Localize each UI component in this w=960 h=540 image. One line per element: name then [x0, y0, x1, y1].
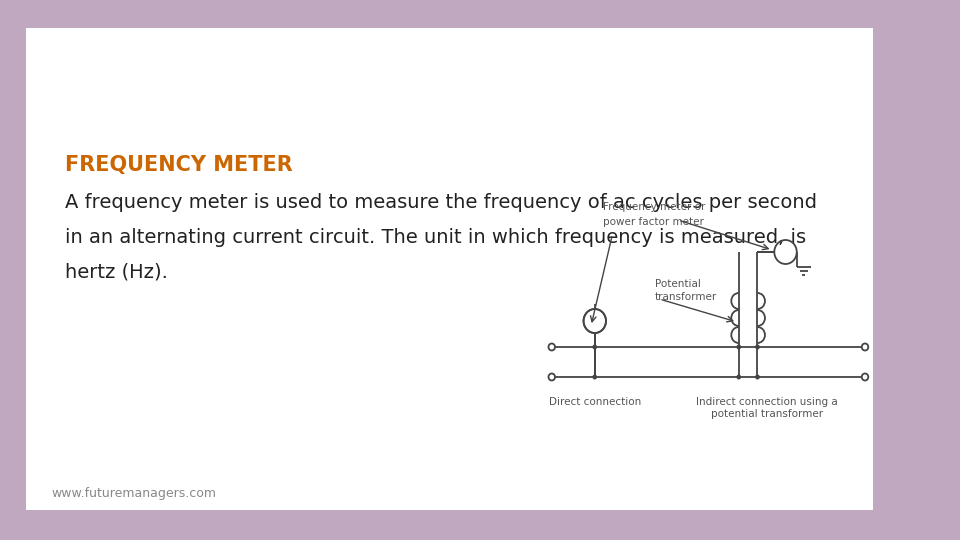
Text: Indirect connection using a
potential transformer: Indirect connection using a potential tr… [696, 397, 838, 418]
Text: Frequency meter or: Frequency meter or [603, 202, 706, 212]
Text: Direct connection: Direct connection [548, 397, 641, 407]
Circle shape [592, 375, 597, 380]
Circle shape [548, 343, 555, 350]
Text: FREQUENCY METER: FREQUENCY METER [65, 155, 293, 175]
Circle shape [756, 345, 759, 349]
Circle shape [736, 375, 741, 380]
Text: power factor meter: power factor meter [603, 217, 704, 227]
Text: in an alternating current circuit. The unit in which frequency is measured, is: in an alternating current circuit. The u… [65, 228, 806, 247]
Circle shape [862, 343, 868, 350]
Circle shape [548, 374, 555, 381]
Circle shape [862, 374, 868, 381]
Text: A frequency meter is used to measure the frequency of ac cycles per second: A frequency meter is used to measure the… [65, 193, 818, 212]
Circle shape [756, 375, 759, 380]
FancyBboxPatch shape [26, 28, 873, 510]
Text: www.futuremanagers.com: www.futuremanagers.com [52, 487, 216, 500]
Text: hertz (Hz).: hertz (Hz). [65, 263, 168, 282]
Circle shape [736, 345, 741, 349]
Circle shape [592, 345, 597, 349]
Text: transformer: transformer [655, 292, 717, 302]
Text: Potential: Potential [655, 279, 701, 289]
